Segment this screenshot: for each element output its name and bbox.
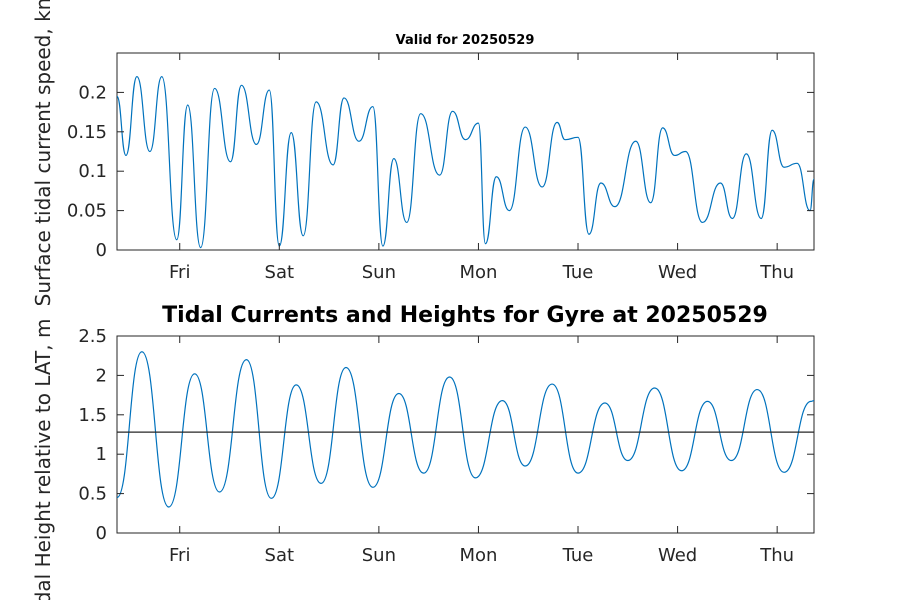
current-speed-y-tick-label: 0.2 [78,82,107,103]
current-speed-ticks: Fri Sat Sun Mon Tue Wed Thu 0 0.05 0.1 0.15 0.2 [67,53,814,283]
tidal-height-x-tick-label: Tue [562,545,594,566]
current-speed-y-tick-label: 0 [96,240,107,261]
tidal-height-y-tick-label: 0.5 [78,484,107,505]
tidal-height-x-tick-label: Mon [459,545,497,566]
tidal-height-ylabel: Tidal Height relative to LAT, m [31,319,55,600]
tidal-height-y-tick-label: 0 [96,523,107,544]
current-speed-panel: Valid for 20250529 Fri Sat Sun Mon Tue Wed Thu… [31,0,815,306]
current-speed-x-tick-label: Sat [265,262,295,283]
tidal-height-series-group [116,351,815,508]
tidal-height-ticks: Fri Sat Sun Mon Tue Wed Thu 0 0.5 1 1.5 2 2.5 [78,326,814,566]
tidal-height-x-tick-label: Sun [362,545,396,566]
tidal-height-x-tick-label: Wed [658,545,697,566]
current-speed-y-tick-label: 0.05 [67,201,107,222]
current-speed-axes [116,52,815,251]
current-speed-x-tick-label: Wed [658,262,697,283]
tidal-height-y-tick-label: 2.5 [78,326,107,347]
tidal-height-x-tick-label: Thu [759,545,794,566]
current-speed-series-group [116,76,815,249]
current-speed-x-tick-label: Mon [459,262,497,283]
top-chart-title: Valid for 20250529 [396,33,535,48]
tidal-height-y-tick-label: 1.5 [78,405,107,426]
tidal-height-x-tick-label: Fri [169,545,190,566]
current-speed-ylabel: Surface tidal current speed, kn [31,0,55,306]
tidal-height-x-tick-label: Sat [265,545,295,566]
current-speed-x-tick-label: Thu [759,262,794,283]
tidal-height-panel: Tidal Currents and Heights for Gyre at 2… [31,303,815,600]
current-speed-y-tick-label: 0.15 [67,122,107,143]
tidal-height-axes [116,335,815,534]
current-speed-x-tick-label: Fri [169,262,190,283]
tidal-height-series-line [116,351,815,508]
current-speed-x-tick-label: Tue [562,262,594,283]
current-speed-y-tick-label: 0.1 [78,161,107,182]
bottom-chart-title: Tidal Currents and Heights for Gyre at 2… [162,303,768,328]
current-speed-x-tick-label: Sun [362,262,396,283]
tidal-height-y-tick-label: 2 [96,365,107,386]
current-speed-series-line [116,76,815,249]
tidal-height-y-tick-label: 1 [96,444,107,465]
